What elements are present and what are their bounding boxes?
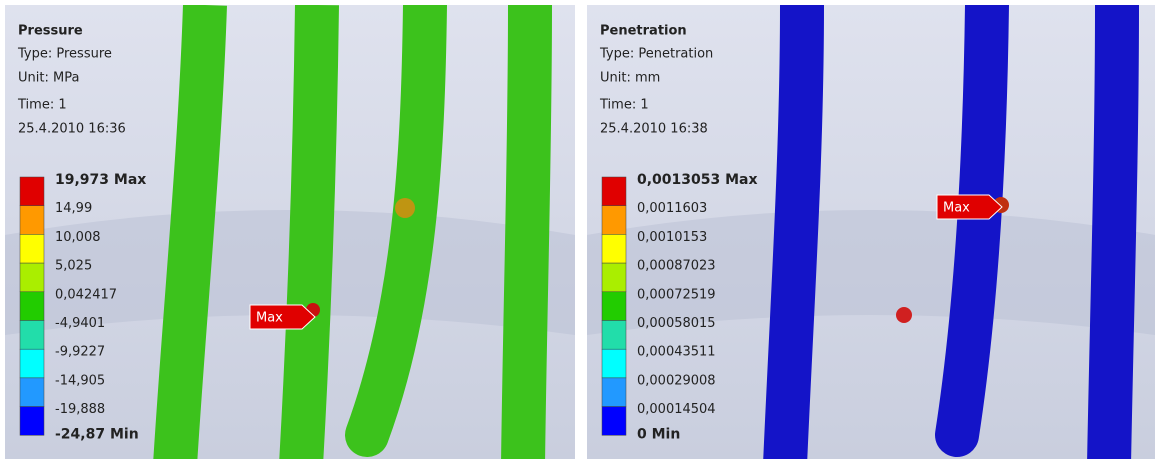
result-unit: Unit: mm	[600, 71, 660, 86]
result-view: Pressure Type: Pressure Unit: MPa Time: 1 25…	[5, 5, 575, 459]
hotspot	[395, 198, 415, 218]
legend-label: 14,99	[55, 201, 92, 216]
page: Pressure Type: Pressure Unit: MPa Time: 1 25…	[0, 0, 1159, 459]
legend-swatch	[20, 407, 44, 436]
legend-label: 0,042417	[55, 287, 117, 302]
max-label: Max	[256, 311, 283, 326]
legend-swatch	[602, 206, 626, 235]
legend-label: -14,905	[55, 373, 105, 388]
legend-swatch	[602, 407, 626, 436]
result-type: Type: Pressure	[17, 47, 112, 62]
legend-swatch	[602, 378, 626, 407]
legend-swatch	[20, 321, 44, 350]
legend-swatch	[20, 263, 44, 292]
result-time: Time: 1	[599, 98, 649, 113]
legend-label: 0,00072519	[637, 287, 716, 302]
legend-label: 0,0013053 Max	[637, 172, 758, 188]
legend-swatch	[20, 378, 44, 407]
legend-label: -9,9227	[55, 345, 105, 360]
result-time: Time: 1	[17, 98, 67, 113]
hotspot	[896, 307, 912, 323]
result-title: Pressure	[18, 24, 83, 39]
legend-label: 0,00058015	[637, 316, 716, 331]
legend-label: -24,87 Min	[55, 426, 139, 442]
legend-swatch	[20, 177, 44, 206]
max-label: Max	[943, 201, 970, 216]
legend-label: 0,0011603	[637, 201, 707, 216]
legend-swatch	[602, 263, 626, 292]
legend-label: 0,00087023	[637, 259, 716, 274]
legend-swatch	[602, 177, 626, 206]
legend-swatch	[20, 349, 44, 378]
result-date: 25.4.2010 16:38	[600, 122, 708, 137]
legend-swatch	[602, 234, 626, 263]
result-type: Type: Penetration	[599, 47, 713, 62]
legend-label: 5,025	[55, 259, 92, 274]
result-unit: Unit: MPa	[18, 71, 79, 86]
legend-label: 0,0010153	[637, 230, 707, 245]
legend-label: 0,00014504	[637, 402, 716, 417]
legend-swatch	[20, 292, 44, 321]
legend-swatch	[602, 349, 626, 378]
legend-label: -4,9401	[55, 316, 105, 331]
result-title: Penetration	[600, 24, 687, 39]
legend-label: 0 Min	[637, 426, 680, 442]
legend-swatch	[20, 206, 44, 235]
legend-swatch	[602, 321, 626, 350]
legend-label: 19,973 Max	[55, 172, 146, 188]
result-date: 25.4.2010 16:36	[18, 122, 126, 137]
legend-label: -19,888	[55, 402, 105, 417]
legend-label: 10,008	[55, 230, 101, 245]
legend-swatch	[20, 234, 44, 263]
legend-label: 0,00043511	[637, 345, 716, 360]
legend-label: 0,00029008	[637, 373, 716, 388]
legend-swatch	[602, 292, 626, 321]
result-view: Penetration Type: Penetration Unit: mm Time…	[587, 5, 1155, 459]
